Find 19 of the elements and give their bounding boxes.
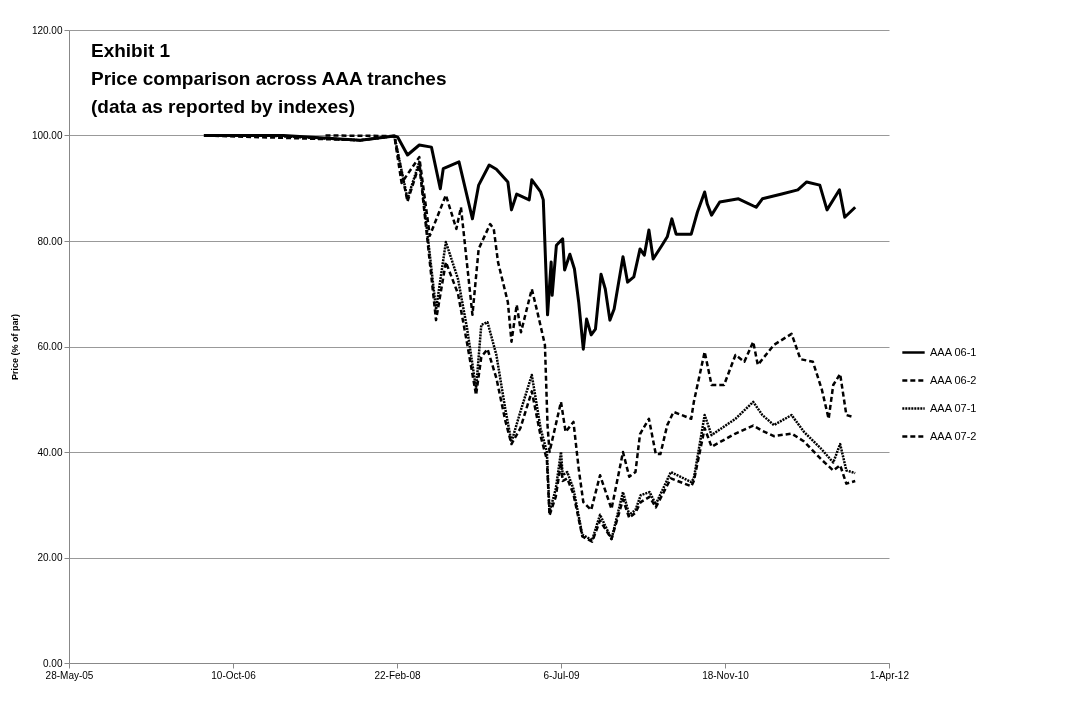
legend-label: AAA 07-1 xyxy=(930,401,977,414)
legend-label: AAA 06-1 xyxy=(930,345,977,358)
y-tick-label: 40.00 xyxy=(37,446,63,458)
x-tick-label: 10-Oct-06 xyxy=(211,669,257,681)
text: Exhibit 1 Price comparison across AAA tranches (data as reported by indexes) xyxy=(91,40,447,117)
y-axis-title: Price (% of par) xyxy=(9,313,20,381)
y-tick-label: 80.00 xyxy=(37,235,63,247)
x-tick-label: 22-Feb-08 xyxy=(374,669,422,681)
x-tick-label: 28-May-05 xyxy=(45,669,94,681)
y-tick-label: 20.00 xyxy=(37,552,63,563)
x-tick-label: 18-Nov-10 xyxy=(702,669,750,681)
legend-label: AAA 07-2 xyxy=(930,429,977,442)
y-tick-label: 0.00 xyxy=(43,657,63,669)
y-tick-label: 60.00 xyxy=(37,341,63,352)
y-tick-label: 120.00 xyxy=(31,24,63,36)
y-tick-label: 100.00 xyxy=(31,130,63,141)
legend-label: AAA 06-2 xyxy=(930,373,977,386)
x-tick-label: 1-Apr-12 xyxy=(870,669,910,681)
x-tick-label: 6-Jul-09 xyxy=(543,669,580,681)
